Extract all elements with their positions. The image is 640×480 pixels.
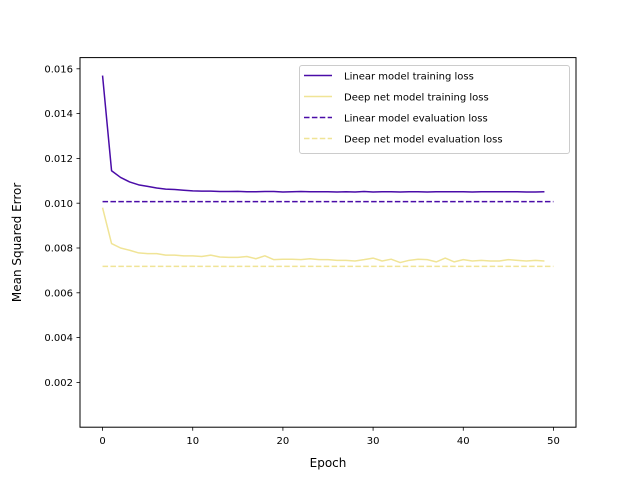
y-tick-label: 0.006	[44, 288, 73, 299]
legend-label-linear-model-evaluation-loss: Linear model evaluation loss	[344, 114, 488, 125]
x-tick-label: 10	[186, 436, 199, 447]
y-tick-label: 0.008	[44, 244, 73, 255]
legend-label-linear-model-training-loss: Linear model training loss	[344, 72, 474, 83]
y-tick-label: 0.002	[44, 378, 73, 389]
x-tick-label: 0	[99, 436, 105, 447]
series-line-linear-model-training-loss	[101, 75, 545, 193]
x-tick-label: 30	[367, 436, 380, 447]
legend-frame	[299, 65, 570, 154]
legend-label-deep-net-model-training-loss: Deep net model training loss	[344, 93, 489, 104]
series-line-deep-net-model-training-loss	[101, 207, 545, 264]
legend-label-deep-net-model-evaluation-loss: Deep net model evaluation loss	[344, 135, 503, 146]
y-axis-label: Mean Squared Error	[10, 183, 24, 303]
legend: Linear model training loss Deep net model…	[299, 65, 570, 154]
x-tick-label: 40	[457, 436, 470, 447]
x-axis: 0 10 20 30 40 50	[99, 427, 560, 447]
y-tick-label: 0.012	[44, 154, 73, 165]
x-tick-label: 50	[547, 436, 560, 447]
y-axis: 0.002 0.004 0.006 0.008 0.010 0.012 0.014 0.016	[44, 64, 80, 389]
y-tick-label: 0.016	[44, 64, 73, 75]
legend-entries: Linear model training loss Deep net model…	[304, 72, 503, 146]
y-tick-label: 0.014	[44, 109, 73, 120]
y-tick-label: 0.010	[44, 199, 73, 210]
plot-lines	[101, 75, 554, 268]
y-tick-label: 0.004	[44, 333, 73, 344]
x-axis-label: Epoch	[310, 456, 347, 470]
plot-frame	[79, 57, 577, 428]
x-tick-label: 20	[277, 436, 290, 447]
